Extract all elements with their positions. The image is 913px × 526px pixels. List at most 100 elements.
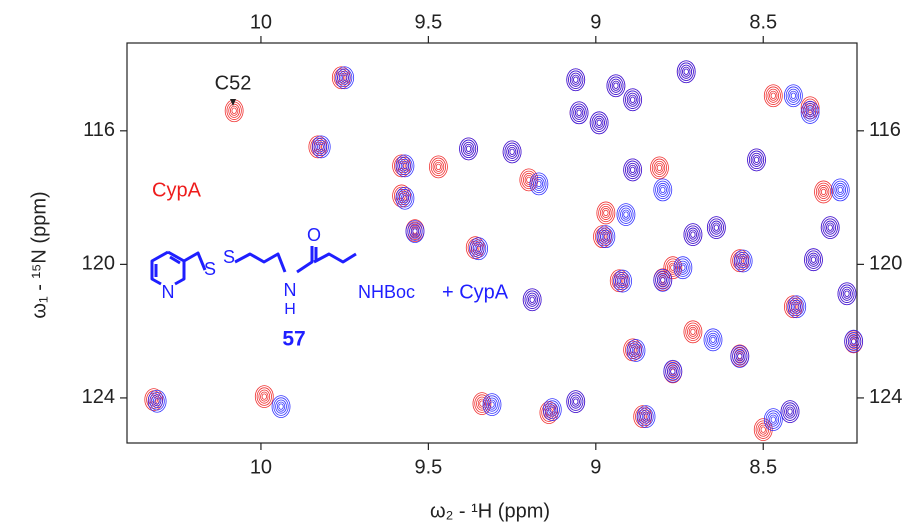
contour	[522, 288, 542, 312]
peak	[804, 248, 823, 272]
contour	[402, 195, 408, 202]
contour	[574, 107, 584, 118]
contour	[546, 409, 552, 416]
peak	[569, 101, 589, 125]
contour	[703, 328, 723, 352]
contour	[623, 211, 629, 218]
contour	[626, 339, 646, 362]
contour	[740, 257, 746, 265]
contour	[790, 92, 797, 99]
contour	[767, 412, 780, 427]
peak	[566, 68, 586, 92]
peak	[780, 400, 800, 424]
peak	[405, 220, 425, 244]
contour	[228, 103, 240, 118]
contour	[759, 424, 768, 435]
contour	[536, 180, 542, 188]
x-tick-label: 9	[590, 456, 601, 478]
contour	[229, 105, 239, 116]
contour	[830, 178, 850, 202]
contour	[832, 180, 848, 200]
contour	[804, 248, 823, 272]
peak	[676, 60, 696, 84]
contour	[144, 388, 164, 411]
contour	[730, 345, 750, 368]
contour	[271, 395, 291, 419]
contour	[629, 166, 636, 174]
contour	[460, 139, 477, 159]
contour	[710, 336, 716, 343]
contour	[640, 409, 652, 424]
contour	[337, 68, 353, 87]
peak	[706, 216, 726, 240]
x-tick-label-top: 10	[250, 11, 272, 33]
contour	[487, 399, 497, 410]
contour	[653, 178, 673, 202]
contour	[479, 400, 485, 407]
contour	[807, 109, 813, 116]
bond	[183, 251, 207, 271]
contour	[464, 143, 473, 154]
contour	[626, 92, 639, 107]
peak	[472, 392, 492, 416]
contour	[435, 163, 442, 171]
contour	[335, 66, 355, 90]
contour	[484, 395, 500, 414]
contour	[568, 70, 584, 89]
contour	[397, 189, 413, 208]
contour	[573, 76, 579, 83]
contour	[608, 76, 624, 95]
contour	[631, 345, 641, 356]
contour	[402, 162, 408, 170]
contour	[569, 101, 589, 125]
contour	[477, 398, 487, 409]
contour	[573, 398, 579, 405]
contour	[482, 393, 502, 417]
contour	[755, 420, 771, 439]
contour	[737, 353, 743, 360]
contour	[826, 222, 835, 233]
contour	[531, 174, 547, 194]
bond	[296, 246, 357, 274]
contour	[258, 389, 271, 404]
contour	[395, 154, 415, 178]
contour	[680, 64, 693, 79]
contour	[616, 274, 629, 289]
contour	[738, 256, 748, 267]
contour	[767, 88, 780, 103]
peaks	[144, 60, 864, 442]
contour	[507, 146, 517, 157]
contour	[670, 264, 676, 271]
contour	[623, 158, 643, 182]
contour	[785, 86, 801, 105]
contour	[747, 148, 766, 172]
legend-entry: + CypA	[442, 281, 509, 303]
contour	[526, 292, 538, 307]
contour	[393, 186, 410, 206]
contour	[541, 403, 557, 422]
contour	[591, 113, 607, 132]
contour	[665, 258, 681, 277]
contour	[802, 98, 818, 117]
contour	[598, 203, 614, 223]
contour	[489, 401, 495, 408]
atom: N	[284, 280, 297, 300]
x-tick-label: 9.5	[414, 456, 442, 478]
contour	[399, 191, 411, 206]
contour	[318, 143, 324, 150]
contour	[748, 150, 765, 170]
contour	[822, 218, 838, 237]
contour	[757, 422, 770, 437]
contour	[519, 168, 539, 192]
contour	[643, 413, 649, 420]
contour	[658, 184, 667, 195]
contour	[685, 322, 701, 342]
contour	[397, 156, 413, 176]
peak	[663, 359, 683, 383]
contour	[546, 402, 559, 417]
contour	[630, 343, 642, 358]
contour	[753, 156, 760, 164]
contour	[787, 88, 800, 103]
contour	[392, 184, 411, 208]
contour	[633, 347, 639, 354]
